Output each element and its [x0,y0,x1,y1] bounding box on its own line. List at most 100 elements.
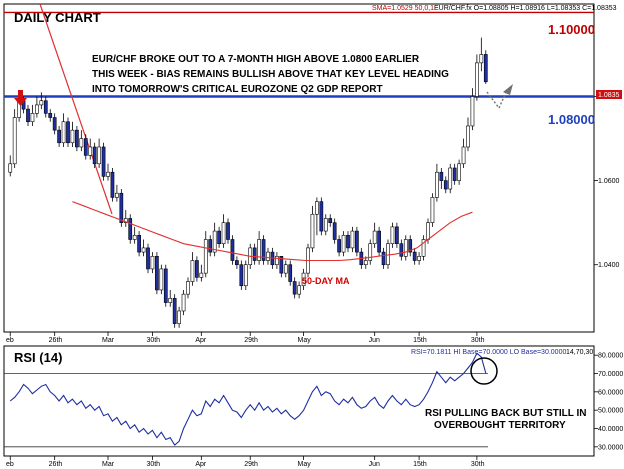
candle-body [75,129,79,148]
candle-body [266,251,270,261]
candle-body [186,281,190,295]
candle-body [212,230,217,253]
price-xtick-label: May [298,337,312,344]
candle-body [61,121,66,144]
candle-body [181,293,186,312]
candle-body [439,171,444,181]
candle-body [119,192,124,223]
candle-body [386,243,390,266]
rsi-panel-frame [3,345,595,457]
candle-body [315,201,319,215]
candle-body [168,298,173,303]
candle-body [390,226,395,244]
candle-body [412,251,417,261]
candle-body [470,96,475,127]
candle-body [479,54,484,64]
candle-body [146,247,150,270]
candle-body [363,260,368,266]
price-xtick-label: 15th [413,337,427,344]
candle-body [115,192,119,198]
sma-info: SMA=1.0529 50,0,1 [372,5,434,12]
candle-body [377,230,381,253]
candle-body [283,264,288,274]
price-xtick-label: Apr [195,337,207,344]
candle-body [221,222,226,244]
candle-body [261,239,266,261]
candle-body [448,167,453,190]
candle-body [48,113,53,118]
candle-body [288,264,293,282]
candle-body [297,285,301,295]
price-xtick-label: Jun [369,337,380,344]
candle-body [243,264,248,287]
candle-body [217,230,221,244]
price-xtick-label: 30th [146,337,160,344]
rsi-xtick-label: Jun [369,461,380,468]
price-ytick-label: 1.0600 [598,178,620,185]
candle-body [435,171,439,198]
candle-body [421,239,426,257]
candle-body [461,146,466,165]
rsi-xtick-label: 26th [49,461,63,468]
rsi-xtick-label: 29th [244,461,258,468]
candle-body [141,247,146,253]
price-tag-box [596,90,622,99]
candle-body [350,230,355,249]
candle-body [101,146,106,177]
rsi-highlight-circle [470,357,498,385]
rsi-xtick-label: May [298,461,312,468]
candle-body [30,113,35,123]
candle-body [137,234,141,253]
rsi-ytick-label: 70.0000 [598,371,623,378]
level-label-1-10000: 1.10000 [548,22,595,37]
rsi-info: RSI=70.1811 HI Base=70.0000 LO Base=30.0… [411,349,566,356]
candle-body [52,117,57,131]
candle-body [123,218,128,223]
candle-body [8,163,13,173]
price-x-axis: eb 26th Mar 30th Apr 29th May Jun 15th 30th [6,332,485,344]
candle-body [26,108,30,123]
candle-body [403,239,408,257]
ma-50-line [72,201,473,262]
candle-body [328,218,333,223]
candle-body [430,197,435,223]
candle-body [190,260,195,282]
chart-title: DAILY CHART [14,10,101,25]
rsi-annotation-line-1: RSI PULLING BACK BUT STILL IN [425,408,586,419]
rsi-xtick-label: Apr [195,461,207,468]
candle-body [226,222,230,240]
candle-body [88,146,93,156]
price-xtick-label: 29th [244,337,258,344]
candle-body [203,239,208,274]
rsi-ytick-label: 30.0000 [598,444,623,451]
candle-body [208,239,213,253]
ma-label: 50-DAY MA [302,276,350,286]
candle-body [252,247,257,261]
candle-body [483,54,488,83]
candle-body [106,171,110,177]
candle-body [97,146,101,165]
rsi-ytick-label: 50.0000 [598,408,623,415]
candle-body [346,234,350,249]
projection-arrow [486,84,513,110]
price-xtick-label: 30th [471,337,485,344]
annotation-line-1: EUR/CHF BROKE OUT TO A 7-MONTH HIGH ABOV… [92,54,420,65]
candle-body [235,260,239,266]
rsi-xtick-label: 30th [471,461,485,468]
candle-body [323,218,328,232]
candle-body [128,218,133,240]
price-annotation: EUR/CHF BROKE OUT TO A 7-MONTH HIGH ABOV… [92,54,449,95]
rsi-xtick-label: 30th [146,461,160,468]
candle-body [35,104,39,114]
candle-body [395,226,399,244]
rsi-xtick-label: Mar [102,461,115,468]
level-lines [4,11,594,98]
candle-body [155,256,159,291]
rsi-xtick-label: eb [6,461,14,468]
rsi-xtick-label: 15th [413,461,427,468]
candle-body [159,268,164,291]
candle-body [301,272,306,287]
candle-body [110,171,115,198]
